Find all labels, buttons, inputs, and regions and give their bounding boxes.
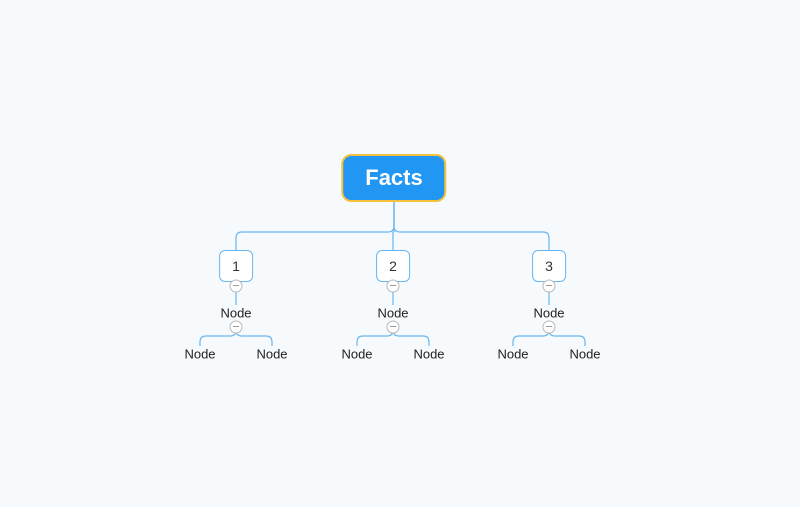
node-3a[interactable]: Node <box>533 307 564 320</box>
collapse-button-n2a[interactable] <box>387 321 400 334</box>
node-1[interactable]: 1 <box>219 250 253 282</box>
node-2a1[interactable]: Node <box>341 348 372 361</box>
collapse-button-n2[interactable] <box>387 280 400 293</box>
node-1a1[interactable]: Node <box>184 348 215 361</box>
node-2[interactable]: 2 <box>376 250 410 282</box>
node-1a2[interactable]: Node <box>256 348 287 361</box>
root-node[interactable]: Facts <box>343 156 444 200</box>
collapse-button-n1a[interactable] <box>230 321 243 334</box>
collapse-button-n1[interactable] <box>230 280 243 293</box>
node-3[interactable]: 3 <box>532 250 566 282</box>
node-2a2[interactable]: Node <box>413 348 444 361</box>
node-2a[interactable]: Node <box>377 307 408 320</box>
node-3a2[interactable]: Node <box>569 348 600 361</box>
collapse-button-n3[interactable] <box>543 280 556 293</box>
node-1a[interactable]: Node <box>220 307 251 320</box>
collapse-button-n3a[interactable] <box>543 321 556 334</box>
mindmap-canvas[interactable]: Facts 1 2 3 Node Node Node Node Node Nod… <box>0 0 800 507</box>
node-3a1[interactable]: Node <box>497 348 528 361</box>
